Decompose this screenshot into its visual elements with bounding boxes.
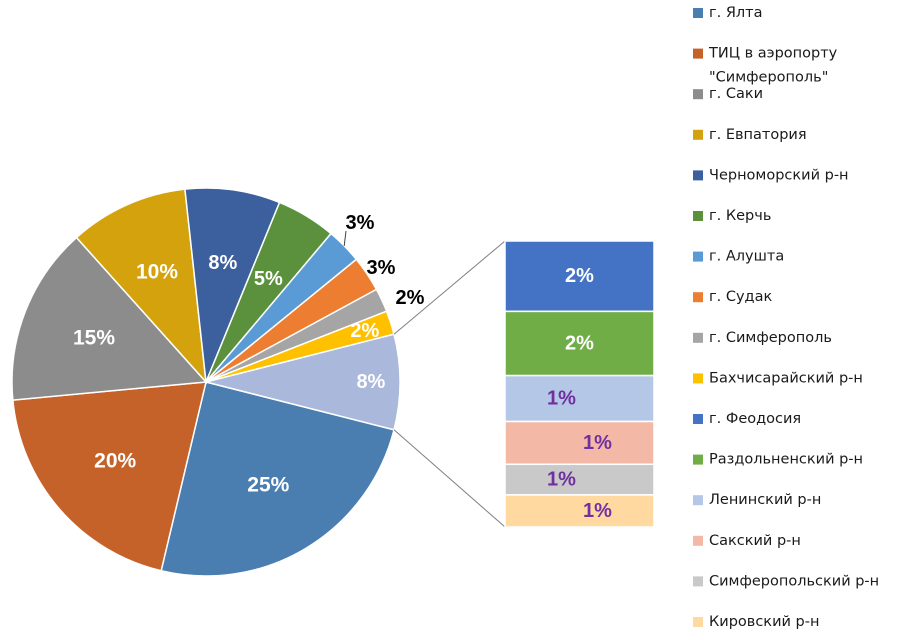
bar-data-label: 1% (547, 469, 576, 491)
pie-data-label: 3% (346, 212, 375, 234)
pie-data-label: 15% (73, 327, 115, 350)
pie-data-label: 8% (208, 252, 237, 274)
bar-segment-2 (504, 374, 655, 423)
legend-swatch (693, 535, 703, 546)
legend-swatch (693, 251, 703, 262)
bar-data-label: 1% (547, 388, 576, 410)
legend-swatch (693, 373, 703, 384)
legend-entry: г. Евпатория (709, 127, 807, 143)
legend-swatch (693, 211, 703, 221)
bar-data-label: 2% (565, 265, 594, 287)
bar-data-label: 2% (565, 333, 594, 355)
legend-entry-line2: "Симферополь" (709, 70, 828, 86)
legend-swatch (693, 576, 703, 587)
bar-segment-4 (504, 463, 655, 496)
legend-entry: Раздольненский р-н (709, 452, 863, 468)
legend-entry: Ленинский р-н (709, 492, 821, 508)
bar-segment-3 (504, 420, 655, 466)
bar-segment-0 (504, 240, 655, 313)
connector-bottom (393, 429, 506, 528)
connector-top (393, 240, 506, 335)
secondary-bar: 2% 2% 1% 1% 1% 1% (504, 240, 655, 528)
pie-slice-1 (12, 381, 207, 572)
pie-slice-0 (160, 381, 395, 577)
legend-entry: г. Судак (709, 289, 772, 305)
legend-entry: Кировский р-н (709, 614, 819, 630)
legend-entry: г. Керчь (709, 208, 771, 224)
bar-data-label: 1% (583, 432, 612, 454)
legend-swatch (693, 129, 703, 140)
legend-swatch (693, 454, 703, 465)
legend-swatch (693, 8, 703, 18)
legend-entry: Черноморский р-н (709, 167, 849, 183)
legend-swatch (693, 332, 703, 343)
legend-entry: г. Саки (709, 86, 763, 102)
legend-entry: г. Ялта (709, 5, 763, 21)
bar-segment-5 (504, 494, 655, 528)
connector-lines (393, 240, 506, 528)
legend-entry: г. Феодосия (709, 411, 801, 427)
legend-swatch (693, 292, 703, 303)
pie-slice-2 (11, 236, 208, 401)
pie-data-label: 8% (356, 371, 385, 393)
legend-swatch (693, 495, 703, 506)
pie-slice-3 (75, 188, 207, 385)
pie-data-label: 25% (247, 473, 289, 496)
bar-data-label: 1% (583, 500, 612, 522)
pie-data-label: 3% (367, 257, 396, 279)
pie-data-label: 2% (350, 320, 379, 342)
legend-entry: Бахчисарайский р-н (709, 370, 863, 386)
pie-slice-4 (184, 187, 281, 383)
legend-entry: Сакский р-н (709, 533, 801, 549)
legend-swatch (693, 617, 703, 627)
pie-data-label: 5% (254, 268, 283, 290)
legend-entry: ТИЦ в аэропорту (708, 46, 838, 62)
pie-data-label: 20% (94, 449, 136, 472)
legend-entry: г. Симферополь (709, 330, 832, 346)
legend-entry: г. Алушта (709, 249, 784, 265)
legend-entry: Симферопольский р-н (709, 573, 879, 589)
bar-segment-1 (504, 310, 655, 377)
pie-data-label: 10% (136, 261, 178, 284)
legend: г. Ялта ТИЦ в аэропорту "Симферополь"г. Са… (693, 5, 879, 630)
legend-swatch (693, 48, 703, 59)
legend-swatch (693, 89, 703, 100)
leader-line (343, 230, 347, 246)
legend-swatch (693, 170, 703, 181)
pie-slice-10 (205, 333, 401, 431)
pie-data-label: 2% (396, 287, 425, 309)
pie: 25%20%15%10% 8%5%3%3%2%2%8% (11, 187, 425, 577)
legend-swatch (693, 414, 703, 424)
